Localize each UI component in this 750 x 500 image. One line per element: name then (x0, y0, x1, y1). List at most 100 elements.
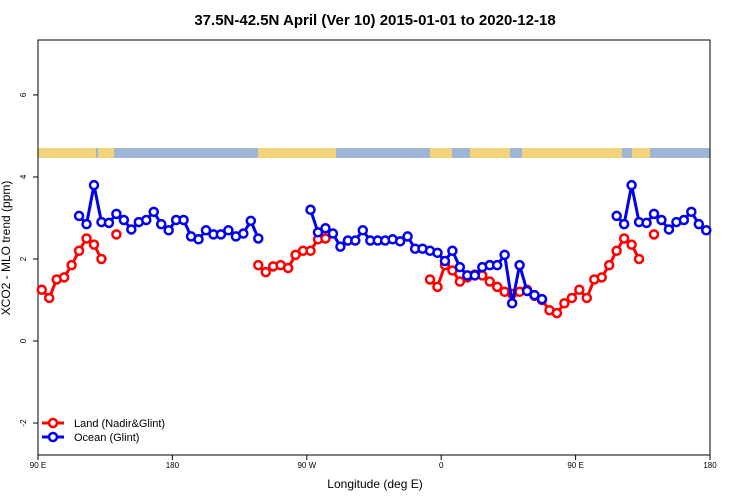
data-point (312, 227, 324, 238)
legend-marker (47, 417, 59, 429)
data-point (574, 284, 585, 295)
data-point (193, 234, 204, 245)
data-point (648, 229, 660, 240)
data-point (693, 218, 705, 230)
data-point (148, 206, 159, 218)
data-point (656, 214, 667, 226)
data-point (491, 281, 503, 293)
data-point (611, 210, 622, 222)
data-point (282, 262, 294, 274)
data-point (499, 249, 510, 261)
data-point (66, 259, 77, 271)
data-point (260, 266, 271, 278)
data-point (648, 208, 660, 220)
data-point (469, 270, 481, 281)
data-point (394, 236, 406, 247)
y-tick-label: 2 (19, 256, 28, 261)
surface-strip (38, 148, 710, 158)
data-point (215, 229, 227, 240)
data-point (58, 272, 70, 283)
data-point (626, 179, 637, 191)
data-point (118, 214, 130, 226)
data-point (88, 239, 100, 250)
data-point (678, 214, 690, 226)
data-point (529, 289, 540, 301)
data-point (424, 274, 436, 285)
x-axis-label: Longitude (deg E) (327, 477, 422, 491)
x-tick-label: 90 E (567, 461, 583, 470)
data-point (596, 272, 607, 283)
y-tick-label: -2 (19, 419, 28, 427)
legend-marker (47, 431, 59, 443)
data-point (126, 224, 137, 235)
data-point (491, 259, 503, 271)
data-point (155, 218, 167, 230)
data-point (454, 261, 466, 273)
data-point (253, 259, 264, 271)
data-point (432, 247, 443, 259)
data-point (73, 245, 85, 257)
data-point (559, 298, 570, 309)
data-point (439, 255, 451, 267)
x-tick-label: 180 (703, 461, 717, 470)
data-point (663, 224, 675, 235)
data-point (36, 284, 47, 295)
data-point (320, 222, 331, 234)
data-point (81, 218, 92, 230)
data-point (81, 233, 92, 244)
data-point (178, 214, 189, 226)
data-point (320, 233, 331, 244)
data-point (686, 206, 697, 218)
data-point (566, 292, 578, 304)
data-point (163, 225, 174, 236)
data-point (253, 233, 264, 244)
chart-title: 37.5N-42.5N April (Ver 10) 2015-01-01 to… (194, 12, 555, 29)
data-point (223, 225, 234, 236)
y-axis-label: XCO2 - MLO trend (ppm) (0, 181, 13, 316)
data-point (43, 292, 55, 304)
data-point (335, 241, 346, 252)
data-point (514, 259, 525, 271)
data-point (327, 228, 339, 239)
data-point (111, 229, 122, 240)
data-point (447, 245, 458, 257)
data-point (484, 276, 495, 287)
y-tick-label: 6 (19, 92, 28, 97)
data-point (603, 259, 615, 271)
x-tick-label: 90 W (297, 461, 316, 470)
data-point (618, 218, 630, 230)
data-point (245, 215, 257, 227)
data-point (96, 253, 107, 265)
legend-label: Land (Nadir&Glint) (74, 418, 165, 430)
data-point (141, 214, 152, 226)
data-point (641, 217, 652, 229)
data-point (626, 239, 637, 250)
x-tick-label: 90 E (30, 461, 46, 470)
data-point (633, 253, 645, 265)
data-point (581, 292, 593, 304)
data-point (305, 204, 316, 216)
data-point (350, 235, 361, 246)
data-point (701, 225, 712, 236)
data-point (618, 233, 630, 244)
x-tick-label: 180 (166, 461, 180, 470)
data-point (551, 307, 563, 319)
x-tick-label: 0 (439, 461, 444, 470)
data-point (521, 285, 533, 297)
data-point (305, 245, 316, 257)
y-tick-label: 4 (19, 174, 28, 179)
data-point (290, 249, 301, 261)
data-point (200, 225, 212, 236)
data-point (103, 217, 115, 229)
data-point (238, 228, 249, 239)
legend-label: Ocean (Glint) (74, 432, 139, 444)
data-point (432, 281, 443, 293)
data-point (536, 293, 548, 305)
y-tick-label: 0 (19, 338, 28, 343)
data-point (73, 210, 85, 222)
plot-frame (37, 39, 711, 456)
data-point (111, 208, 122, 220)
data-point (506, 298, 518, 309)
data-point (88, 179, 100, 191)
